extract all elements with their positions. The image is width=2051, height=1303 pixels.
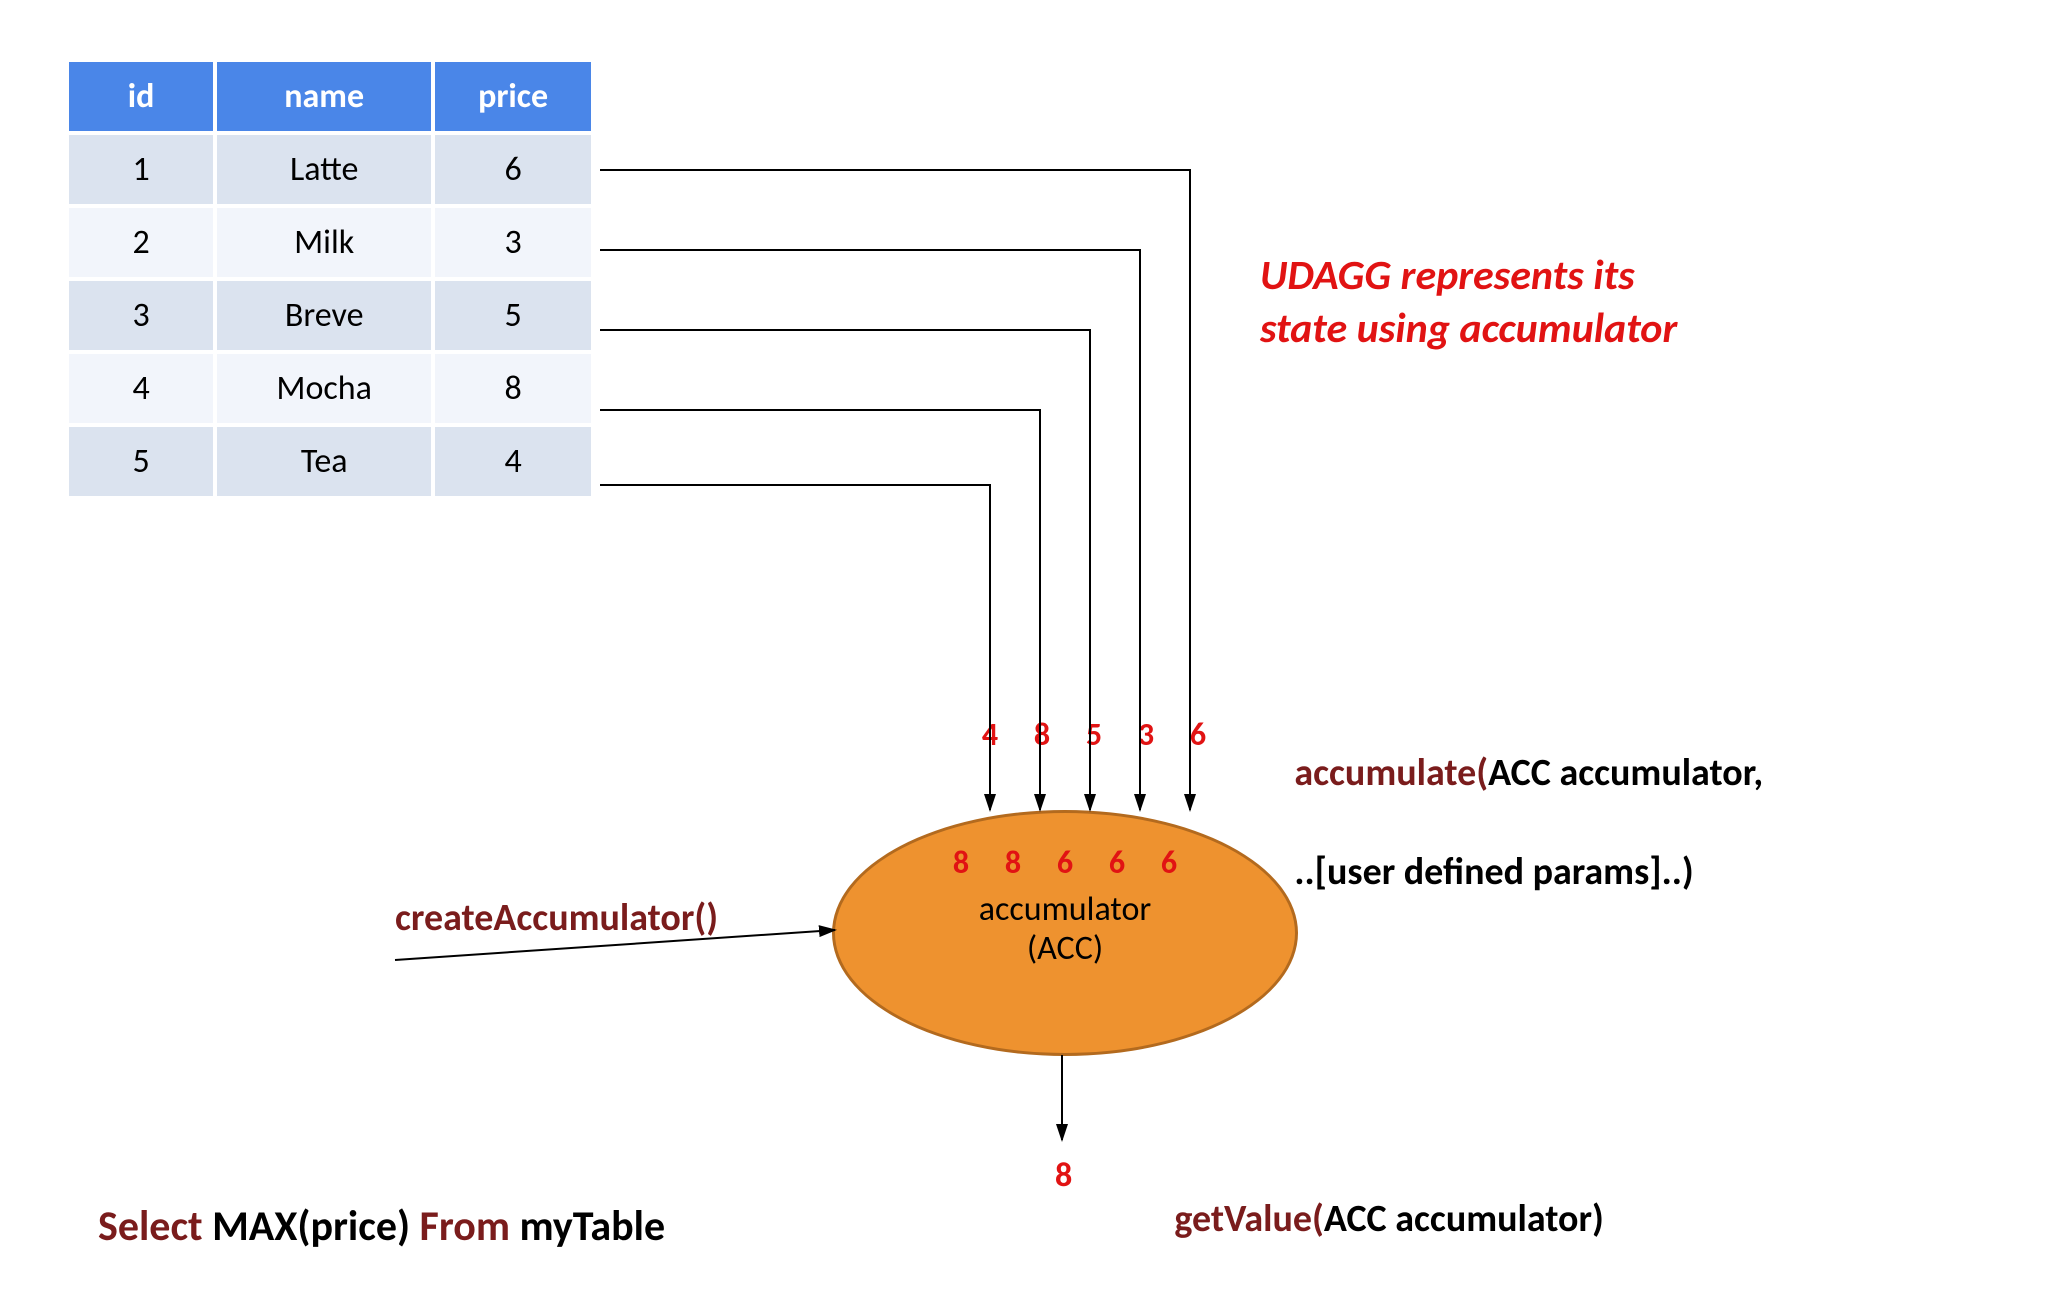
udagg-note: UDAGG represents its state using accumul… bbox=[1260, 250, 1677, 355]
accumulator-input-values: 4 8 5 3 6 bbox=[975, 715, 1213, 754]
table-row: 5 Tea 4 bbox=[67, 425, 593, 498]
sql-statement: Select MAX(price) From myTable bbox=[60, 1150, 665, 1303]
col-id: id bbox=[67, 60, 215, 133]
diagram-canvas: id name price 1 Latte 6 2 Milk 3 3 Breve… bbox=[0, 0, 2051, 1287]
create-accumulator-label: createAccumulator() bbox=[395, 895, 718, 941]
table-row: 4 Mocha 8 bbox=[67, 352, 593, 425]
row-arrow-4 bbox=[600, 410, 1040, 810]
table-header-row: id name price bbox=[67, 60, 593, 133]
accumulate-label: accumulate(ACC accumulator, ..[user defi… bbox=[1260, 700, 1763, 947]
accumulator-state-values: 8 8 6 6 6 bbox=[946, 843, 1184, 882]
getvalue-label: getValue(ACC accumulator) bbox=[1140, 1150, 1604, 1288]
accumulator-result: 8 bbox=[1055, 1155, 1072, 1196]
row-arrow-5 bbox=[600, 485, 990, 810]
col-price: price bbox=[433, 60, 593, 133]
table-row: 3 Breve 5 bbox=[67, 279, 593, 352]
col-name: name bbox=[215, 60, 433, 133]
accumulator-ellipse: 8 8 6 6 6 accumulator (ACC) bbox=[832, 810, 1298, 1056]
table-row: 2 Milk 3 bbox=[67, 206, 593, 279]
data-table: id name price 1 Latte 6 2 Milk 3 3 Breve… bbox=[65, 58, 595, 500]
accumulator-label: accumulator (ACC) bbox=[979, 890, 1152, 968]
table-row: 1 Latte 6 bbox=[67, 133, 593, 206]
row-arrow-1 bbox=[600, 170, 1190, 810]
